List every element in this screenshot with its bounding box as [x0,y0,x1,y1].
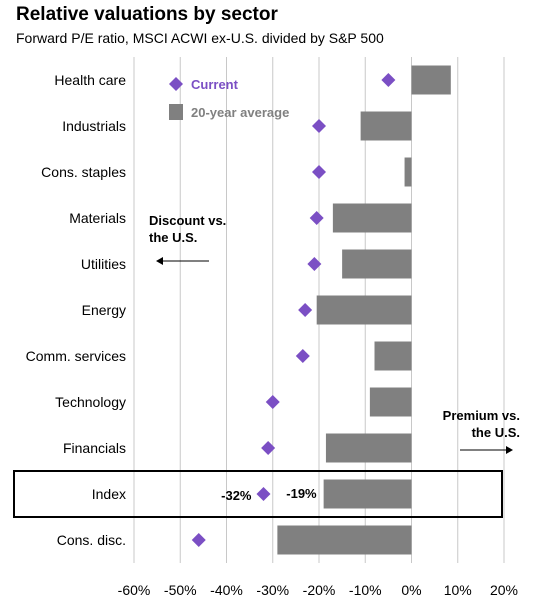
bar-mark [411,65,451,95]
category-label: Cons. disc. [57,532,126,548]
bar-mark [316,295,412,325]
tick-label: -60% [118,582,151,598]
diamond-mark [191,533,206,547]
category-label: Industrials [62,118,126,134]
legend-label-current: Current [191,77,239,92]
category-label: Energy [82,302,126,318]
diamond-mark [312,119,326,133]
bar-mark [323,479,412,509]
category-label: Comm. services [26,348,126,364]
bar-mark [325,433,412,463]
chart-subtitle: Forward P/E ratio, MSCI ACWI ex-U.S. div… [16,30,384,46]
index-current-label: -32% [221,488,252,503]
diamond-mark [309,211,324,225]
bar-mark [404,157,412,187]
tick-label: -30% [256,582,289,598]
category-label: Financials [63,440,126,456]
diamond-mark [312,165,326,179]
discount-annotation-line1: Discount vs. [149,213,226,228]
tick-label: 0% [401,582,421,598]
diamond-mark [261,441,276,455]
category-label: Health care [54,72,126,88]
discount-annotation-line2: the U.S. [149,230,197,245]
tick-label: -50% [164,582,197,598]
legend-bar-swatch [169,104,183,120]
diamond-mark [256,487,271,501]
diamond-mark [381,73,396,87]
category-label: Index [92,486,126,502]
bar-mark [360,111,412,141]
bar-mark [342,249,412,279]
premium-annotation-line2: the U.S. [472,425,520,440]
discount-arrow-head [156,257,163,265]
category-label: Technology [55,394,126,410]
legend-diamond [169,77,183,91]
index-highlight-box [13,470,503,518]
diamond-mark [307,257,322,271]
bar-mark [369,387,412,417]
tick-label: 20% [490,582,518,598]
premium-annotation-line1: Premium vs. [443,408,520,423]
category-label: Cons. staples [41,164,126,180]
tick-label: -20% [303,582,336,598]
bar-mark [332,203,412,233]
diamond-mark [295,349,310,363]
bar-mark [277,525,412,555]
category-label: Materials [69,210,126,226]
diamond-mark [298,303,313,317]
tick-label: -10% [349,582,382,598]
premium-arrow-head [506,446,513,454]
tick-label: -40% [210,582,243,598]
diamond-mark [265,395,280,409]
tick-label: 10% [444,582,472,598]
bar-mark [374,341,412,371]
index-average-label: -19% [286,486,317,501]
category-label: Utilities [81,256,126,272]
chart-title: Relative valuations by sector [16,4,278,25]
legend-label-average: 20-year average [191,105,289,120]
